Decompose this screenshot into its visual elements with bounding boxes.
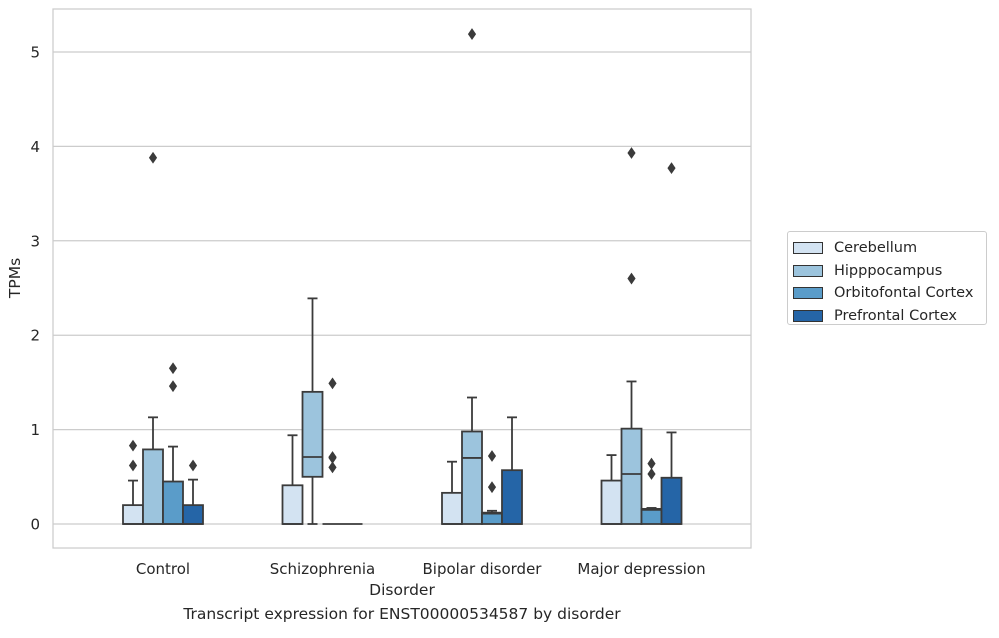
legend: Cerebellum Hipppocampus Orbitofontal Cor… <box>787 231 987 325</box>
y-axis-label: TPMs <box>6 258 24 299</box>
outlier-point <box>128 459 138 472</box>
legend-item: Hipppocampus <box>793 260 986 283</box>
outlier-point <box>168 362 178 375</box>
box <box>600 479 623 525</box>
box <box>182 504 204 525</box>
plot-frame <box>52 8 752 549</box>
box-group <box>600 454 623 525</box>
outlier-point <box>148 151 158 164</box>
x-tick-label: Bipolar disorder <box>423 560 543 578</box>
box <box>122 504 144 525</box>
outlier-point <box>328 461 337 474</box>
x-tick-label: Control <box>136 560 190 578</box>
box <box>620 427 643 525</box>
box-group <box>461 28 483 525</box>
box-group <box>660 162 683 525</box>
tick-layer: 0 1 2 3 4 5 Control Schizophrenia Bipolar disord… <box>30 44 705 579</box>
legend-item: Orbitofontal Cortex <box>793 282 986 305</box>
y-tick-label: 3 <box>30 232 40 250</box>
legend-label: Prefrontal Cortex <box>834 307 957 324</box>
figure-caption: Transcript expression for ENST0000053458… <box>183 605 621 623</box>
box <box>501 469 523 525</box>
outlier-point <box>328 377 337 390</box>
x-tick-label: Major depression <box>577 560 705 578</box>
legend-item: Cerebellum <box>793 237 986 260</box>
legend-label: Hipppocampus <box>834 262 943 279</box>
box <box>660 476 683 525</box>
outlier-point <box>627 147 636 159</box>
legend-label: Cerebellum <box>834 240 918 257</box>
box <box>441 491 463 525</box>
box <box>461 430 483 525</box>
y-tick-label: 2 <box>30 327 40 345</box>
box-group <box>481 450 503 525</box>
y-tick-label: 5 <box>30 44 40 62</box>
box-group <box>122 439 144 525</box>
x-axis-label: Disorder <box>369 581 435 599</box>
x-tick-label: Schizophrenia <box>270 560 375 578</box>
y-tick-label: 4 <box>30 138 40 156</box>
outlier-point <box>647 468 656 480</box>
y-tick-label: 0 <box>30 516 40 534</box>
box <box>162 480 184 525</box>
box-group <box>501 416 523 525</box>
legend-swatch <box>793 264 823 277</box>
box <box>281 484 304 525</box>
outlier-point <box>128 439 138 452</box>
box-group <box>441 460 463 525</box>
box-group <box>142 151 164 525</box>
box-group <box>281 434 304 525</box>
box <box>142 448 164 525</box>
box <box>301 390 324 478</box>
legend-swatch <box>793 287 823 300</box>
y-tick-label: 1 <box>30 421 40 439</box>
legend-swatch <box>793 242 823 255</box>
legend-swatch <box>793 309 823 322</box>
box-group <box>182 459 204 525</box>
outlier-point <box>487 450 497 462</box>
box-group <box>301 297 324 525</box>
box-group <box>162 362 184 525</box>
box-group <box>620 147 643 525</box>
outlier-point <box>647 457 656 470</box>
outlier-point <box>627 272 636 285</box>
outlier-point <box>487 481 497 494</box>
box-group <box>322 377 343 525</box>
outlier-point <box>467 28 477 40</box>
box-group <box>640 457 663 525</box>
outlier-point <box>168 380 178 393</box>
box <box>640 507 663 525</box>
legend-label: Orbitofontal Cortex <box>834 285 974 302</box>
outlier-point <box>188 459 198 472</box>
box-layer <box>122 28 683 525</box>
legend-item: Prefrontal Cortex <box>793 305 986 328</box>
outlier-point <box>667 162 676 175</box>
outlier-point <box>328 451 337 463</box>
